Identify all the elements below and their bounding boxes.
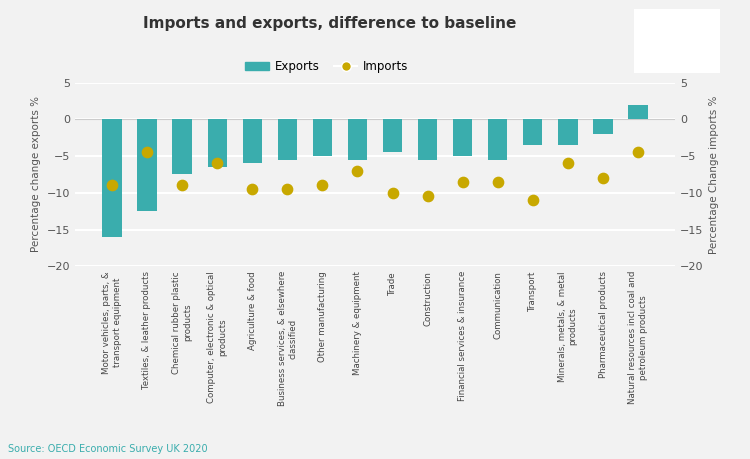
- Bar: [137, 119, 157, 211]
- Bar: [418, 119, 437, 160]
- Text: Source: OECD Economic Survey UK 2020: Source: OECD Economic Survey UK 2020: [8, 444, 207, 454]
- Imports: [526, 196, 538, 204]
- Bar: [453, 119, 472, 156]
- Imports: [632, 149, 644, 156]
- Bar: [278, 119, 297, 160]
- Bar: [102, 119, 122, 237]
- Text: T: T: [641, 22, 656, 42]
- Imports: [176, 182, 188, 189]
- Bar: [558, 119, 578, 145]
- Legend: Exports, Imports: Exports, Imports: [241, 56, 413, 78]
- Imports: [386, 189, 398, 196]
- Bar: [208, 119, 226, 167]
- Y-axis label: Percentage Change imports %: Percentage Change imports %: [709, 95, 719, 254]
- Imports: [457, 178, 469, 185]
- Text: Imports and exports, difference to baseline: Imports and exports, difference to basel…: [143, 16, 517, 31]
- Imports: [562, 160, 574, 167]
- Bar: [628, 105, 648, 119]
- Imports: [211, 160, 223, 167]
- Imports: [106, 182, 118, 189]
- Imports: [492, 178, 504, 185]
- Y-axis label: Percentage change exports %: Percentage change exports %: [31, 96, 41, 252]
- Bar: [593, 119, 613, 134]
- Imports: [597, 174, 609, 182]
- Bar: [488, 119, 508, 160]
- Bar: [383, 119, 402, 152]
- Bar: [348, 119, 367, 160]
- Imports: [141, 149, 153, 156]
- Bar: [524, 119, 542, 145]
- Text: U: U: [662, 22, 680, 42]
- Bar: [313, 119, 332, 156]
- Imports: [316, 182, 328, 189]
- Imports: [422, 193, 434, 200]
- Imports: [281, 185, 293, 193]
- Text: C: C: [686, 22, 702, 42]
- Imports: [246, 185, 258, 193]
- Bar: [242, 119, 262, 163]
- Bar: [172, 119, 192, 174]
- Imports: [352, 167, 364, 174]
